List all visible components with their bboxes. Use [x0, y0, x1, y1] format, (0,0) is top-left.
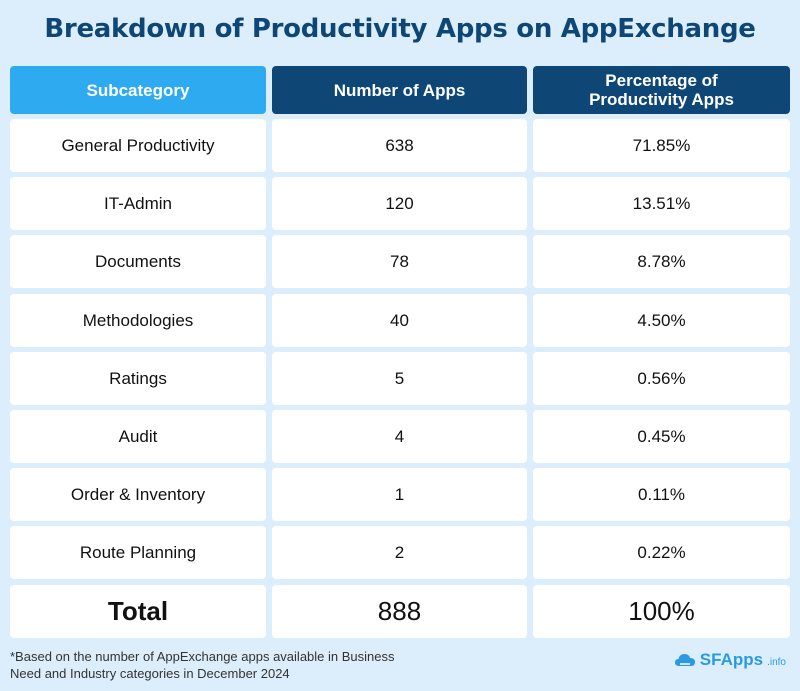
percent-text: 8.78% — [637, 251, 686, 271]
subcategory-text: Audit — [118, 426, 158, 446]
total-count-cell: 888 — [272, 585, 527, 638]
footnote: *Based on the number of AppExchange apps… — [10, 648, 470, 682]
table-row-count-cell: 78 — [272, 235, 527, 288]
table-row-percent-cell: 0.11% — [533, 468, 790, 521]
subcategory-text: Order & Inventory — [70, 484, 206, 504]
subcategory-text: IT-Admin — [103, 193, 173, 213]
total-percent: 100% — [628, 596, 695, 626]
logo-name: SFApps — [699, 650, 764, 669]
subcategory-text: Ratings — [109, 368, 167, 388]
logo-suffix: .info — [767, 657, 786, 668]
table-row-subcategory-cell: Route Planning — [10, 526, 266, 579]
table-row-percent-cell: 4.50% — [533, 294, 790, 347]
header-subcategory-label: Subcategory — [86, 80, 190, 100]
table-row-percent-cell: 8.78% — [533, 235, 790, 288]
header-percentage-line2: Productivity Apps — [589, 90, 734, 109]
count-text: 1 — [394, 484, 405, 504]
percent-text: 0.22% — [637, 542, 686, 562]
table-row-count-cell: 638 — [272, 119, 527, 172]
table-row-count-cell: 5 — [272, 352, 527, 405]
table-row-subcategory-cell: Ratings — [10, 352, 266, 405]
percent-text: 0.11% — [638, 484, 685, 504]
percent-text: 71.85% — [632, 135, 691, 155]
page-title: Breakdown of Productivity Apps on AppExc… — [44, 14, 756, 44]
percent-text: 0.56% — [637, 368, 686, 388]
brand-logo: SFApps .info — [674, 650, 786, 670]
table-row-subcategory-cell: Methodologies — [10, 294, 266, 347]
subcategory-text: Documents — [95, 251, 181, 271]
percent-text: 0.45% — [637, 426, 686, 446]
table-row-percent-cell: 71.85% — [533, 119, 790, 172]
table-row-count-cell: 120 — [272, 177, 527, 230]
table-row-subcategory-cell: Audit — [10, 410, 266, 463]
header-number-label: Number of Apps — [333, 80, 466, 100]
total-label-cell: Total — [10, 585, 266, 638]
table-row-percent-cell: 13.51% — [533, 177, 790, 230]
header-percentage-line1: Percentage of — [605, 71, 718, 90]
count-text: 2 — [394, 542, 405, 562]
footnote-line2: Need and Industry categories in December… — [10, 666, 290, 681]
table-row-subcategory-cell: Documents — [10, 235, 266, 288]
total-count: 888 — [377, 596, 422, 626]
percent-text: 4.50% — [637, 310, 686, 330]
count-text: 78 — [390, 251, 409, 271]
subcategory-text: Methodologies — [82, 310, 194, 330]
footnote-line1: *Based on the number of AppExchange apps… — [10, 649, 395, 664]
percent-text: 13.51% — [632, 193, 691, 213]
header-percentage: Percentage of Productivity Apps — [533, 66, 790, 114]
total-percent-cell: 100% — [533, 585, 790, 638]
count-text: 5 — [394, 368, 405, 388]
count-text: 40 — [390, 310, 409, 330]
table-row-percent-cell: 0.22% — [533, 526, 790, 579]
table-row-count-cell: 40 — [272, 294, 527, 347]
table-row-percent-cell: 0.56% — [533, 352, 790, 405]
table-row-subcategory-cell: General Productivity — [10, 119, 266, 172]
subcategory-text: Route Planning — [79, 542, 197, 562]
table-row-count-cell: 1 — [272, 468, 527, 521]
header-subcategory: Subcategory — [10, 66, 266, 114]
table-row-count-cell: 4 — [272, 410, 527, 463]
table-row-subcategory-cell: IT-Admin — [10, 177, 266, 230]
table-row-percent-cell: 0.45% — [533, 410, 790, 463]
table-row-subcategory-cell: Order & Inventory — [10, 468, 266, 521]
total-label: Total — [107, 596, 169, 626]
count-text: 638 — [385, 135, 414, 155]
count-text: 4 — [394, 426, 405, 446]
cloud-icon — [674, 654, 695, 666]
count-text: 120 — [385, 193, 414, 213]
header-number-of-apps: Number of Apps — [272, 66, 527, 114]
subcategory-text: General Productivity — [61, 135, 215, 155]
table-row-count-cell: 2 — [272, 526, 527, 579]
